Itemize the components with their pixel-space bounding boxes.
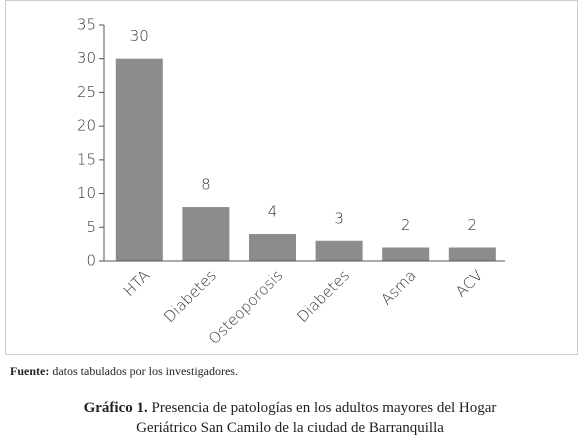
source-note: Fuente: datos tabulados por los investig… <box>10 364 238 379</box>
y-tick-label: 15 <box>77 150 96 168</box>
bar <box>249 234 296 261</box>
caption-label: Gráfico 1. <box>83 400 148 416</box>
bar <box>182 207 230 261</box>
y-tick-label: 30 <box>77 49 96 67</box>
data-label: 2 <box>401 216 411 234</box>
bar <box>315 240 363 261</box>
source-text: datos tabulados por los investigadores. <box>52 364 238 378</box>
data-label: 4 <box>268 203 278 221</box>
x-tick-label: ACV <box>452 266 486 300</box>
bar <box>382 247 430 261</box>
x-tick-label: Asma <box>377 266 419 308</box>
y-tick-label: 0 <box>86 252 96 270</box>
data-label: 8 <box>201 176 211 194</box>
y-tick-label: 35 <box>77 16 96 34</box>
bar <box>115 58 163 261</box>
chart: 05101520253035HTA30Diabetes8Osteoporosis… <box>5 0 578 355</box>
y-tick-label: 20 <box>77 117 96 135</box>
y-tick-label: 5 <box>86 218 96 236</box>
data-label: 2 <box>468 216 478 234</box>
source-label: Fuente: <box>10 364 50 378</box>
x-tick-label: Diabetes <box>293 266 353 326</box>
figure-caption: Gráfico 1. Presencia de patologías en lo… <box>60 398 520 438</box>
x-tick-label: Diabetes <box>160 266 220 326</box>
data-label: 3 <box>334 209 344 227</box>
bar <box>448 247 496 261</box>
y-tick-label: 10 <box>77 184 96 202</box>
caption-text: Presencia de patologías en los adultos m… <box>136 400 497 436</box>
chart-frame <box>5 0 578 355</box>
x-tick-label: HTA <box>120 266 154 300</box>
data-label: 30 <box>130 27 149 45</box>
y-tick-label: 25 <box>77 83 96 101</box>
